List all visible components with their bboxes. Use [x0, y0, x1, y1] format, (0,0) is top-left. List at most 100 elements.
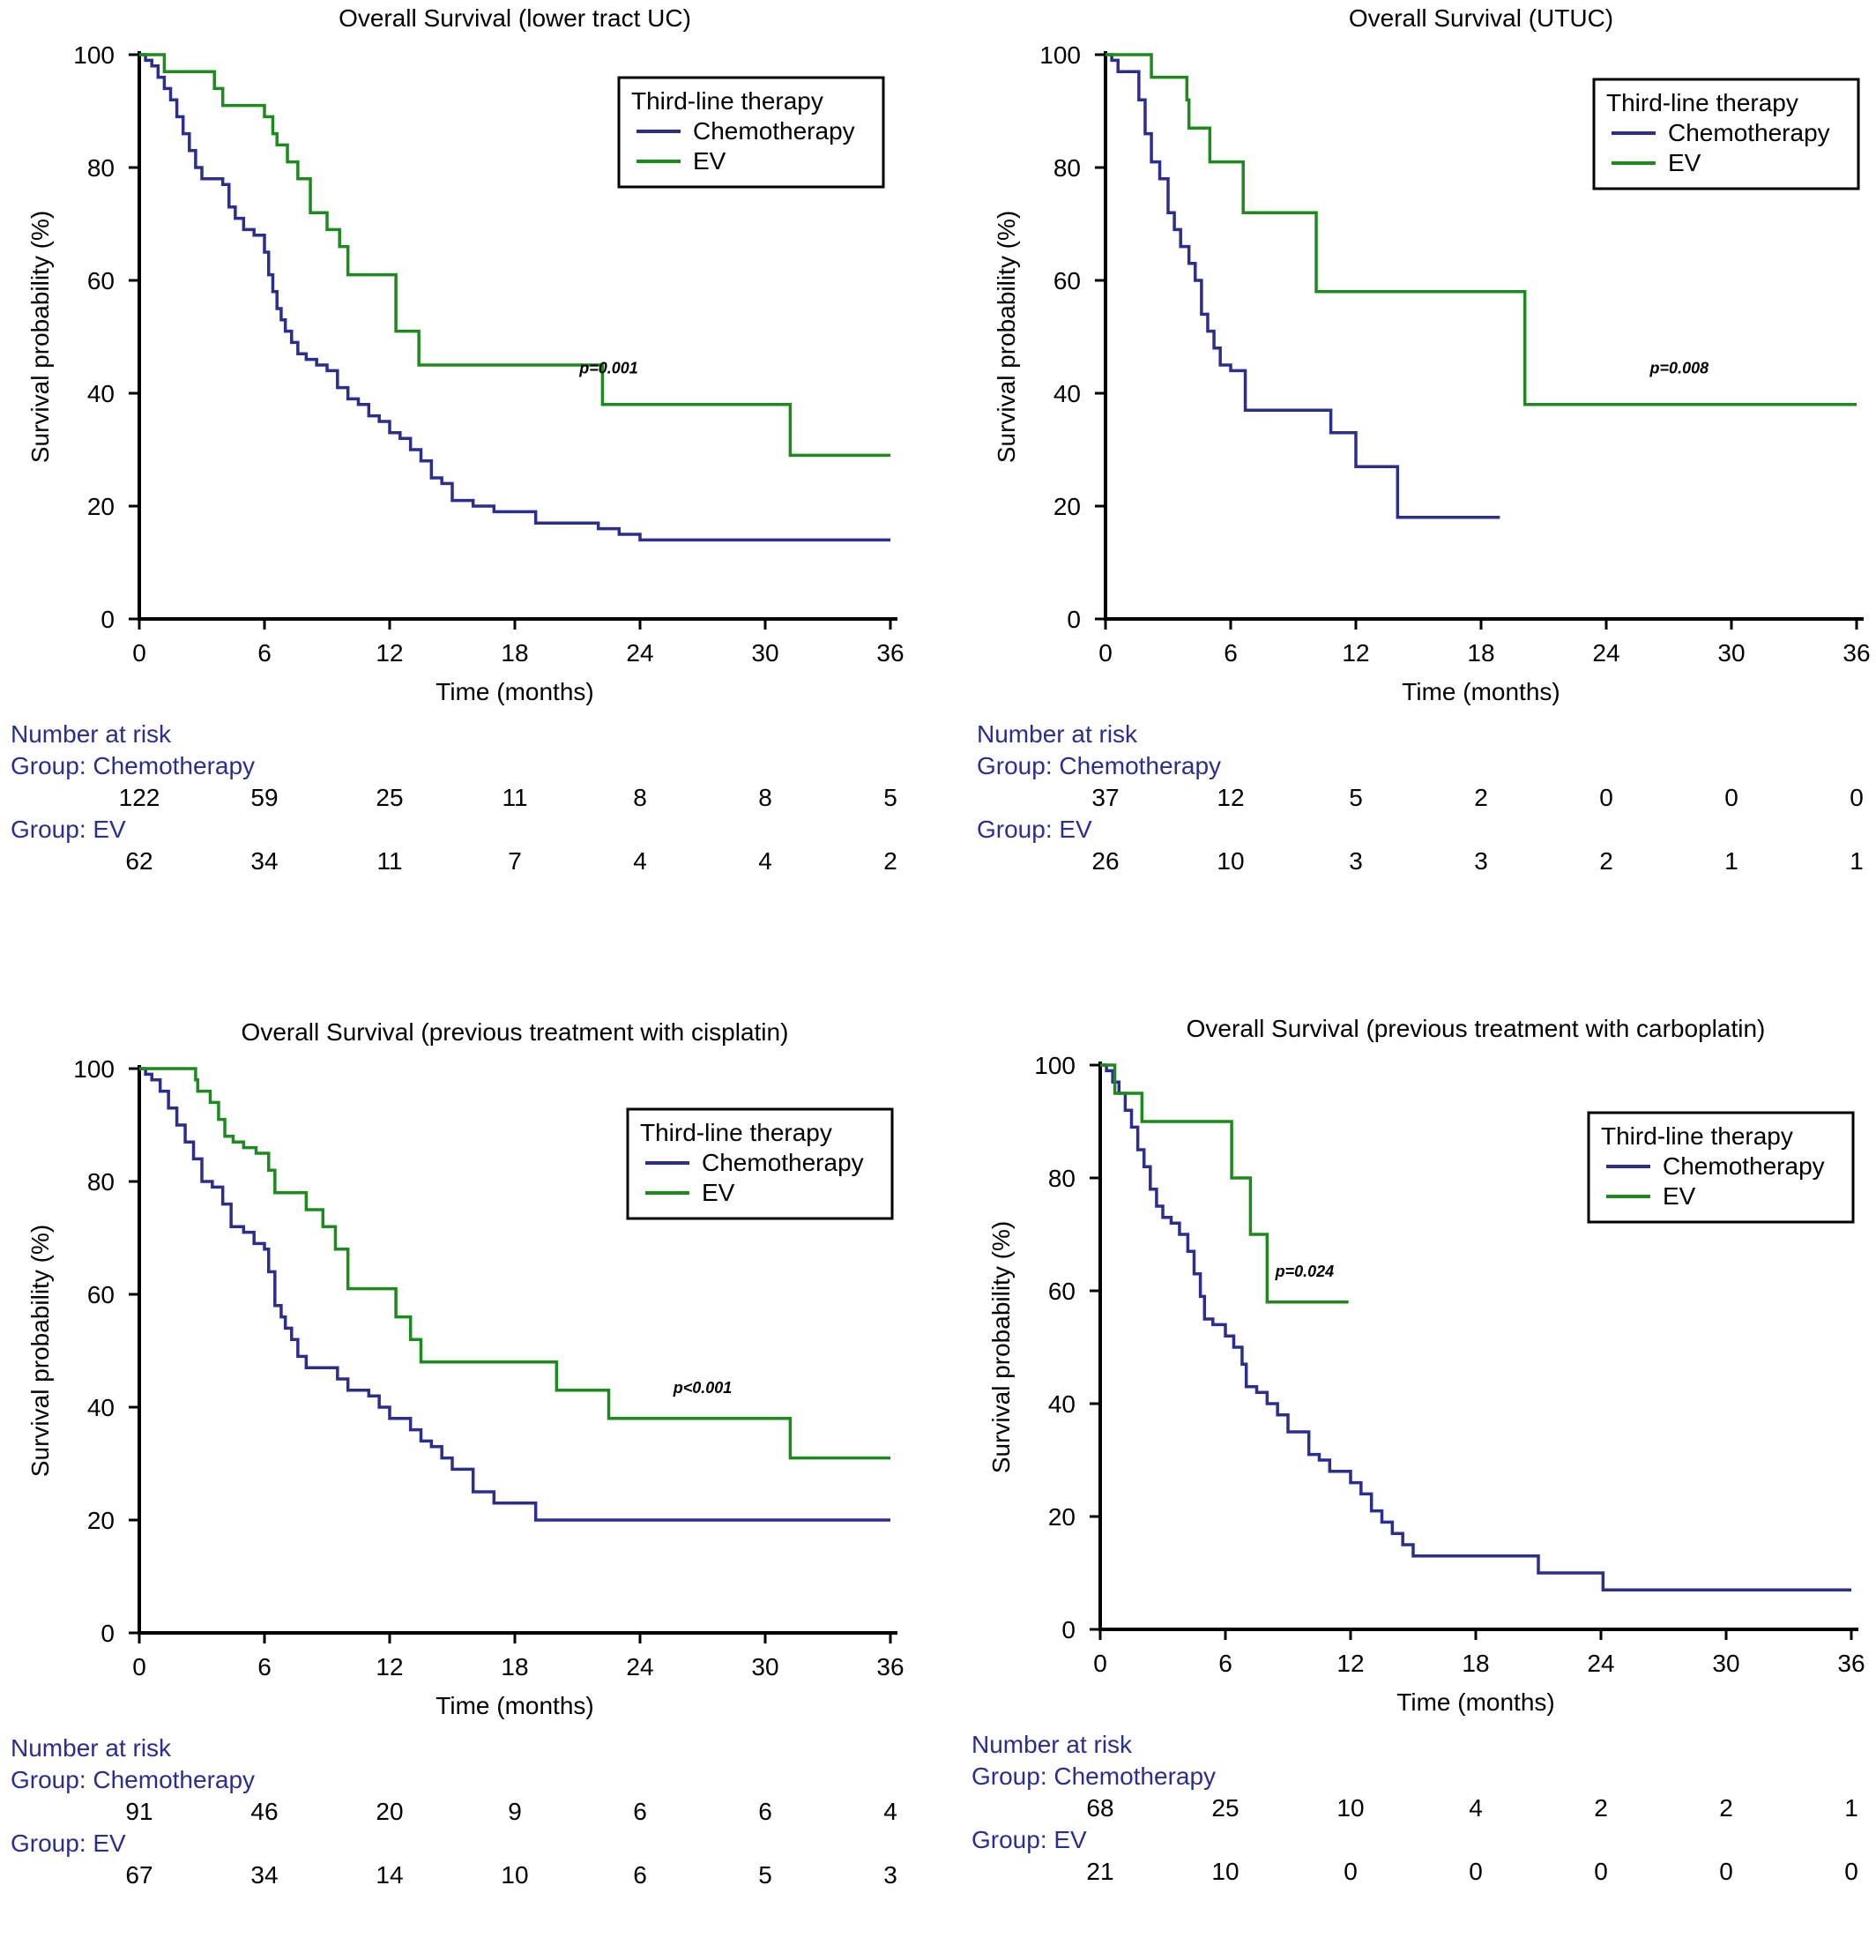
- risk-count: 34: [250, 1861, 278, 1889]
- risk-count: 4: [633, 847, 647, 875]
- risk-count: 6: [633, 1798, 647, 1825]
- risk-count: 2: [883, 847, 897, 875]
- risk-group-label: Group: Chemotherapy: [11, 752, 255, 779]
- risk-count: 2: [1599, 847, 1613, 875]
- risk-count: 4: [1469, 1794, 1483, 1822]
- p-value-label: p<0.001: [673, 1379, 733, 1397]
- risk-count: 0: [1844, 1858, 1858, 1885]
- y-tick-label: 20: [87, 1507, 115, 1534]
- x-tick-label: 36: [1842, 639, 1870, 667]
- x-tick-label: 0: [132, 1653, 146, 1681]
- legend-title: Third-line therapy: [631, 87, 823, 115]
- y-tick-label: 0: [1067, 606, 1081, 633]
- x-tick-label: 24: [1592, 639, 1619, 667]
- x-tick-label: 12: [376, 1653, 403, 1681]
- risk-count: 8: [633, 784, 647, 811]
- risk-count: 11: [376, 847, 402, 875]
- risk-count: 10: [1336, 1794, 1364, 1822]
- x-tick-label: 30: [751, 639, 778, 667]
- legend-entry-ev: EV: [1663, 1182, 1696, 1210]
- risk-group-label: Group: Chemotherapy: [977, 752, 1221, 779]
- risk-count: 5: [758, 1861, 772, 1889]
- risk-count: 5: [883, 784, 897, 811]
- risk-count: 6: [633, 1861, 647, 1889]
- risk-count: 12: [1217, 784, 1244, 811]
- risk-count: 14: [376, 1861, 403, 1889]
- chart-title: Overall Survival (previous treatment wit…: [1187, 1015, 1766, 1042]
- risk-group-label: Group: Chemotherapy: [11, 1766, 255, 1793]
- risk-group-label: Group: EV: [11, 1830, 126, 1857]
- legend-entry-chemotherapy: Chemotherapy: [1668, 119, 1830, 146]
- x-axis-label: Time (months): [436, 678, 593, 705]
- y-tick-label: 40: [1048, 1390, 1076, 1418]
- x-tick-label: 24: [626, 1653, 653, 1681]
- risk-count: 5: [1349, 784, 1363, 811]
- risk-group-label: Group: EV: [977, 816, 1092, 843]
- risk-count: 1: [1850, 847, 1864, 875]
- risk-count: 4: [758, 847, 772, 875]
- risk-count: 25: [376, 784, 403, 811]
- km-panel-utuc: Overall Survival (UTUC) 0 20 40 60 80 100 0 6 12 1…: [966, 0, 1876, 946]
- risk-count: 25: [1211, 1794, 1239, 1822]
- y-tick-label: 60: [1048, 1278, 1076, 1305]
- risk-count: 10: [1217, 847, 1244, 875]
- x-tick-label: 6: [257, 1653, 272, 1681]
- risk-count: 2: [1594, 1794, 1608, 1822]
- risk-count: 67: [125, 1861, 153, 1889]
- x-axis-label: Time (months): [1402, 678, 1560, 705]
- x-tick-label: 0: [1093, 1650, 1107, 1677]
- risk-table-heading: Number at risk: [977, 720, 1138, 748]
- km-curve-chemotherapy: [139, 1067, 890, 1522]
- risk-count: 26: [1091, 847, 1119, 875]
- km-chart-svg: Overall Survival (previous treatment wit…: [11, 1018, 904, 1889]
- risk-count: 7: [508, 847, 522, 875]
- km-panel-lower-tract: Overall Survival (lower tract UC) 0 20 40 60…: [0, 0, 938, 946]
- risk-count: 11: [502, 784, 527, 811]
- y-tick-label: 20: [1053, 493, 1081, 520]
- y-tick-label: 60: [87, 267, 115, 294]
- legend-title: Third-line therapy: [640, 1119, 832, 1146]
- x-tick-label: 36: [876, 1653, 904, 1681]
- chart-title: Overall Survival (lower tract UC): [339, 4, 691, 32]
- risk-count: 3: [1349, 847, 1363, 875]
- y-tick-label: 40: [87, 380, 115, 407]
- y-tick-label: 80: [87, 1168, 115, 1196]
- km-chart-svg: Overall Survival (previous treatment wit…: [972, 1015, 1865, 1885]
- km-curve-ev: [1106, 53, 1857, 406]
- risk-count: 8: [758, 784, 772, 811]
- risk-group-label: Group: EV: [11, 816, 126, 843]
- risk-count: 0: [1469, 1858, 1483, 1885]
- x-tick-label: 24: [626, 639, 653, 667]
- km-chart-svg: Overall Survival (lower tract UC)0204060…: [11, 4, 904, 875]
- risk-table-heading: Number at risk: [972, 1731, 1133, 1758]
- risk-count: 1: [1844, 1794, 1858, 1822]
- legend-entry-chemotherapy: Chemotherapy: [1663, 1152, 1825, 1180]
- x-tick-label: 18: [1467, 639, 1494, 667]
- y-tick-label: 20: [1048, 1503, 1076, 1531]
- risk-count: 9: [508, 1798, 522, 1825]
- km-curve-ev: [139, 53, 890, 458]
- y-tick-label: 80: [1048, 1165, 1076, 1192]
- risk-count: 34: [250, 847, 278, 875]
- x-axis-label: Time (months): [1396, 1688, 1554, 1716]
- legend-entry-ev: EV: [702, 1179, 735, 1206]
- y-tick-label: 20: [87, 493, 115, 520]
- x-tick-label: 36: [876, 639, 904, 667]
- x-tick-label: 30: [751, 1653, 778, 1681]
- risk-count: 20: [376, 1798, 403, 1825]
- p-value-label: p=0.024: [1275, 1263, 1335, 1280]
- legend-entry-ev: EV: [693, 147, 726, 175]
- risk-count: 2: [1474, 784, 1488, 811]
- chart-title: Overall Survival (previous treatment wit…: [242, 1018, 789, 1046]
- x-tick-label: 18: [1462, 1650, 1489, 1677]
- x-tick-label: 30: [1712, 1650, 1739, 1677]
- p-value-label: p=0.008: [1649, 360, 1709, 377]
- risk-count: 68: [1086, 1794, 1113, 1822]
- x-tick-label: 24: [1587, 1650, 1614, 1677]
- risk-count: 3: [883, 1861, 897, 1889]
- risk-count: 0: [1599, 784, 1613, 811]
